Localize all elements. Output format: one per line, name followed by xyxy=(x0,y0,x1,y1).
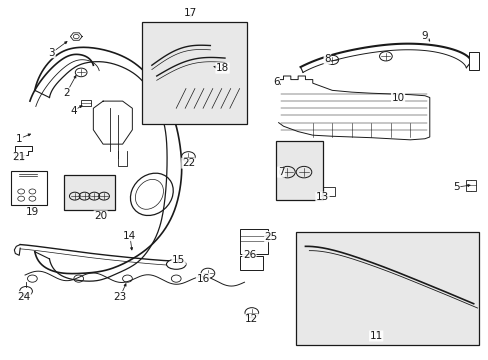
Text: 9: 9 xyxy=(421,31,427,41)
Text: 7: 7 xyxy=(277,167,284,177)
Text: 10: 10 xyxy=(391,93,404,103)
Text: 26: 26 xyxy=(242,250,256,260)
Text: 13: 13 xyxy=(315,192,328,202)
FancyBboxPatch shape xyxy=(64,175,115,211)
Text: 21: 21 xyxy=(13,152,26,162)
Polygon shape xyxy=(70,33,82,40)
Text: 19: 19 xyxy=(26,207,39,217)
Text: 5: 5 xyxy=(452,182,459,192)
Text: 15: 15 xyxy=(172,255,185,265)
Text: 4: 4 xyxy=(70,106,77,116)
Bar xyxy=(239,256,263,270)
Text: 25: 25 xyxy=(264,232,277,242)
Text: 17: 17 xyxy=(184,8,197,18)
FancyBboxPatch shape xyxy=(11,171,46,205)
Text: 24: 24 xyxy=(18,292,31,302)
FancyBboxPatch shape xyxy=(276,140,322,200)
FancyBboxPatch shape xyxy=(142,22,246,125)
Text: 16: 16 xyxy=(196,274,209,284)
Text: 14: 14 xyxy=(123,231,136,240)
Text: 11: 11 xyxy=(369,331,382,341)
Text: 1: 1 xyxy=(16,134,22,144)
Text: 18: 18 xyxy=(216,63,229,73)
Text: 2: 2 xyxy=(63,88,70,98)
Polygon shape xyxy=(93,101,132,144)
Text: 23: 23 xyxy=(113,292,126,302)
Bar xyxy=(312,187,334,196)
Text: 8: 8 xyxy=(324,54,330,64)
Text: 6: 6 xyxy=(272,77,279,87)
Ellipse shape xyxy=(166,259,185,269)
Text: 12: 12 xyxy=(244,314,258,324)
Polygon shape xyxy=(15,146,32,160)
Bar xyxy=(239,229,267,253)
Text: 22: 22 xyxy=(182,158,195,168)
Bar xyxy=(81,100,91,106)
FancyBboxPatch shape xyxy=(295,232,478,345)
Text: 20: 20 xyxy=(94,211,107,221)
Bar xyxy=(466,180,475,191)
Polygon shape xyxy=(278,76,429,140)
Text: 3: 3 xyxy=(48,48,55,58)
Bar xyxy=(468,52,478,70)
